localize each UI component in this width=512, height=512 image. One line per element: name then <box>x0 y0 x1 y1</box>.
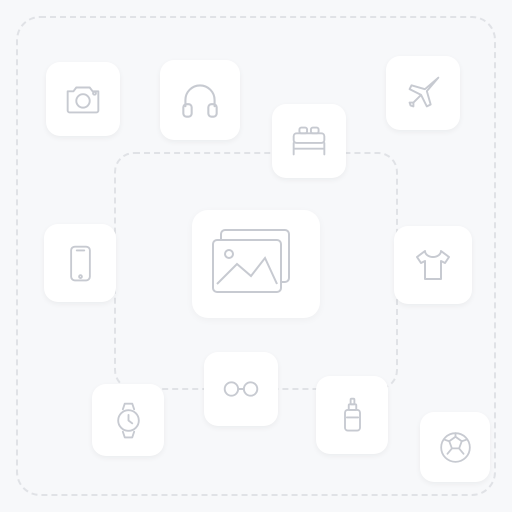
watch-icon <box>106 398 151 443</box>
soccer-ball-icon <box>434 426 477 469</box>
airplane-card <box>386 56 460 130</box>
image-placeholder-icon <box>211 228 301 300</box>
bed-card <box>272 104 346 178</box>
tshirt-card <box>394 226 472 304</box>
camera-card <box>46 62 120 136</box>
smartphone-icon <box>58 241 103 286</box>
glasses-card <box>204 352 278 426</box>
smartphone-card <box>44 224 116 302</box>
headphones-icon <box>175 75 225 125</box>
camera-icon <box>60 76 106 122</box>
watch-card <box>92 384 164 456</box>
bed-icon <box>286 118 332 164</box>
center-placeholder-card <box>192 210 320 318</box>
spray-card <box>316 376 388 454</box>
spray-icon <box>330 393 375 438</box>
airplane-icon <box>400 70 446 116</box>
tshirt-icon <box>409 241 457 289</box>
glasses-icon <box>218 366 264 412</box>
headphones-card <box>160 60 240 140</box>
soccer-ball-card <box>420 412 490 482</box>
